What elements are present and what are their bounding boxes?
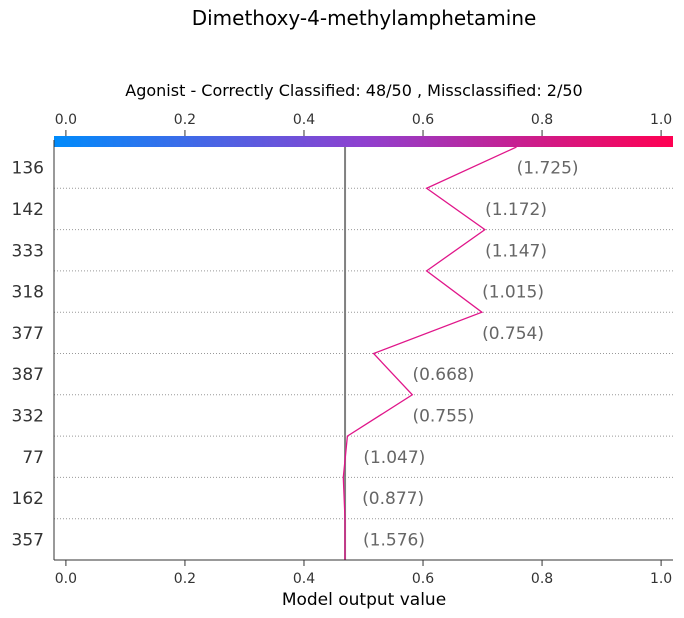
feature-value-label: (1.725) [517, 159, 579, 179]
feature-label: 357 [12, 530, 44, 550]
row-grid-lines [54, 187, 673, 520]
top-axis-ticks: 0.0 0.2 0.4 0.6 0.8 1.0 [55, 112, 672, 136]
top-tick-label: 0.0 [55, 112, 77, 128]
top-tick-label: 0.8 [531, 112, 553, 128]
bottom-tick-label: 1.0 [650, 571, 672, 587]
feature-value-label: (0.877) [362, 489, 424, 509]
colorbar [54, 136, 673, 147]
feature-value-label: (1.172) [485, 200, 547, 220]
top-tick-label: 1.0 [650, 112, 672, 128]
bottom-tick-label: 0.2 [174, 571, 196, 587]
bottom-tick-label: 0.8 [531, 571, 553, 587]
decision-path-line [342, 146, 517, 560]
feature-label: 142 [12, 200, 44, 220]
bottom-tick-label: 0.0 [55, 571, 77, 587]
feature-value-label: (0.755) [412, 406, 474, 426]
x-axis-label: Model output value [282, 590, 446, 610]
feature-labels: 136 142 333 318 377 387 332 77 162 357 [12, 159, 44, 551]
feature-value-label: (1.576) [363, 530, 425, 550]
feature-value-label: (0.668) [412, 365, 474, 385]
chart-subtitle: Agonist - Correctly Classified: 48/50 , … [125, 81, 582, 100]
top-tick-label: 0.6 [412, 112, 434, 128]
feature-value-label: (1.147) [485, 241, 547, 261]
feature-label: 332 [12, 406, 44, 426]
top-tick-label: 0.4 [293, 112, 315, 128]
bottom-tick-label: 0.6 [412, 571, 434, 587]
bottom-tick-label: 0.4 [293, 571, 315, 587]
feature-value-label: (1.047) [363, 448, 425, 468]
bottom-axis-ticks: 0.0 0.2 0.4 0.6 0.8 1.0 [55, 560, 672, 587]
feature-label: 136 [12, 159, 44, 179]
feature-label: 318 [12, 283, 44, 303]
feature-label: 77 [22, 448, 44, 468]
feature-label: 333 [12, 241, 44, 261]
feature-label: 377 [12, 324, 44, 344]
feature-label: 162 [12, 489, 44, 509]
feature-value-label: (0.754) [482, 324, 544, 344]
feature-value-label: (1.015) [482, 283, 544, 303]
chart-title: Dimethoxy-4-methylamphetamine [192, 6, 537, 30]
feature-label: 387 [12, 365, 44, 385]
value-labels: (1.725) (1.172) (1.147) (1.015) (0.754) (0.66… [362, 159, 578, 551]
top-tick-label: 0.2 [174, 112, 196, 128]
